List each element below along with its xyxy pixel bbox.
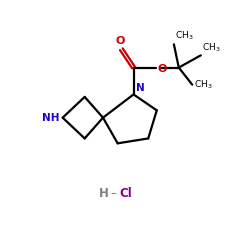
Text: Cl: Cl	[120, 187, 132, 200]
Text: NH: NH	[42, 113, 60, 123]
Text: H: H	[99, 187, 109, 200]
Text: –: –	[110, 187, 116, 200]
Text: CH$_3$: CH$_3$	[202, 42, 221, 54]
Text: O: O	[116, 36, 125, 46]
Text: O: O	[158, 64, 167, 74]
Text: CH$_3$: CH$_3$	[175, 30, 194, 42]
Text: N: N	[136, 83, 144, 93]
Text: CH$_3$: CH$_3$	[194, 78, 212, 91]
